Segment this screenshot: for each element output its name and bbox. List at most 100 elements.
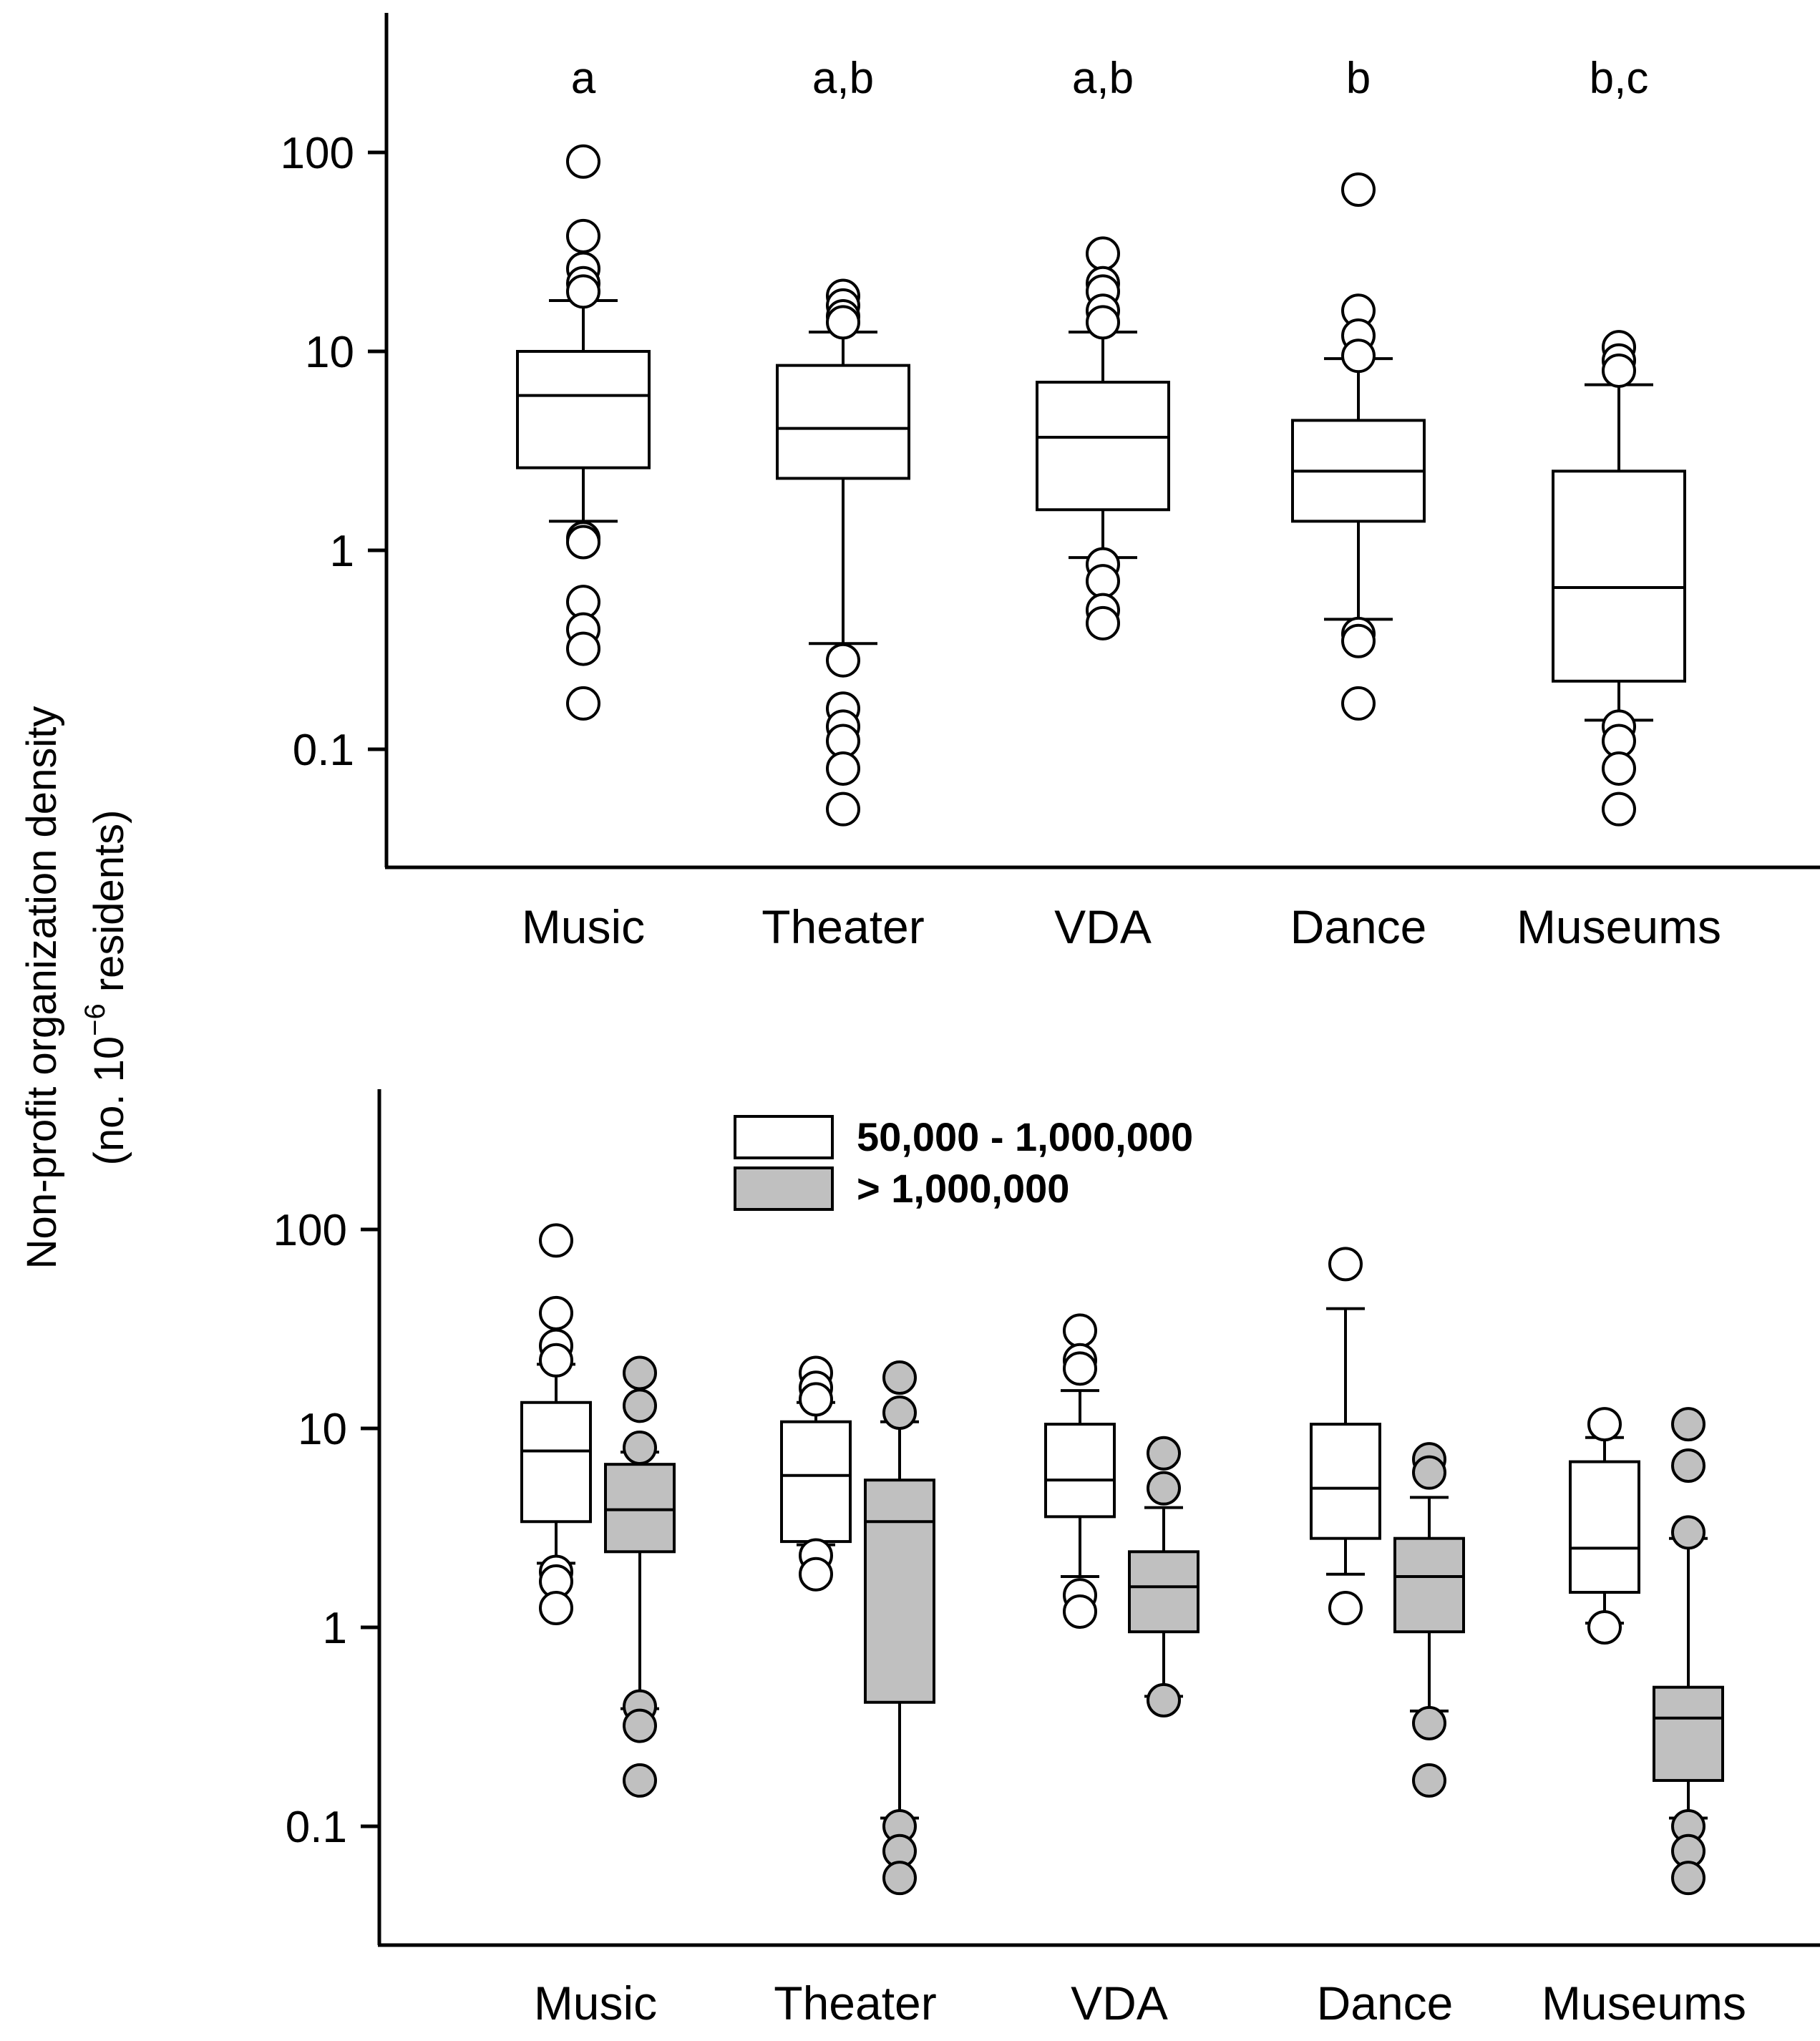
outlier-point	[826, 791, 860, 827]
outlier-point	[566, 631, 600, 666]
box	[1552, 469, 1686, 683]
y-tick-label: 10	[305, 328, 354, 377]
significance-letter: b	[1346, 54, 1371, 103]
outlier-point	[1147, 1436, 1181, 1471]
y-tick-label: 10	[298, 1405, 347, 1454]
outlier-point	[799, 1382, 833, 1417]
y-axis-title-line2: (no. 10−6 residents)	[79, 810, 132, 1166]
significance-letter: a,b	[1072, 54, 1134, 103]
y-tick-label: 0.1	[293, 726, 354, 775]
x-tick-label: Dance	[1290, 900, 1427, 953]
outlier-point	[623, 1763, 657, 1798]
legend: 50,000 - 1,000,000 > 1,000,000	[734, 1114, 1193, 1211]
outlier-point	[566, 274, 600, 309]
x-tick-label: Dance	[1317, 1977, 1454, 2030]
outlier-point	[826, 643, 860, 678]
box	[780, 1420, 852, 1544]
box	[1036, 381, 1170, 512]
x-tick-label: Theater	[774, 1977, 936, 2030]
y-tick-label: 1	[323, 1604, 347, 1653]
outlier-point	[1341, 623, 1376, 658]
box	[1128, 1550, 1199, 1634]
outlier-point	[1587, 1610, 1622, 1645]
legend-label: > 1,000,000	[857, 1166, 1069, 1211]
outlier-point	[1671, 1448, 1705, 1484]
outlier-point	[566, 218, 600, 253]
outlier-point	[882, 1861, 917, 1896]
outlier-point	[566, 686, 600, 721]
x-tick-label: Museums	[1517, 900, 1721, 953]
box	[604, 1463, 676, 1554]
box	[864, 1479, 935, 1704]
x-tick-label: VDA	[1054, 900, 1152, 953]
box	[520, 1401, 592, 1524]
outlier-point	[799, 1557, 833, 1592]
legend-swatch	[734, 1115, 834, 1159]
box	[1310, 1423, 1381, 1540]
outlier-point	[1412, 1763, 1446, 1798]
outlier-point	[1341, 338, 1376, 374]
box	[1653, 1685, 1724, 1782]
outlier-point	[1671, 1515, 1705, 1550]
outlier-point	[1147, 1471, 1181, 1506]
outlier-point	[1671, 1861, 1705, 1896]
significance-letter: b,c	[1590, 54, 1649, 103]
x-tick-label: VDA	[1071, 1977, 1168, 2030]
outlier-point	[1086, 236, 1120, 271]
outlier-point	[1412, 1455, 1446, 1490]
outlier-point	[623, 1430, 657, 1465]
outlier-point	[539, 1295, 573, 1330]
outlier-point	[1602, 791, 1636, 827]
y-axis-title: Non-profit organization density (no. 10−…	[19, 706, 132, 1270]
bottom-panel: 0.1 1 10 100 Music Theater VDA Dance Museums 50,0…	[273, 1089, 1820, 2030]
outlier-point	[1086, 605, 1120, 640]
outlier-point	[1602, 751, 1636, 786]
outlier-point	[539, 1591, 573, 1626]
outlier-point	[623, 1388, 657, 1423]
outlier-point	[1086, 305, 1120, 340]
significance-letter: a,b	[812, 54, 874, 103]
outlier-point	[1328, 1591, 1363, 1626]
y-tick-label: 0.1	[286, 1803, 347, 1852]
x-tick-label: Museums	[1542, 1977, 1746, 2030]
outlier-point	[1147, 1682, 1181, 1718]
outlier-point	[566, 144, 600, 179]
x-tick-label: Music	[534, 1977, 657, 2030]
outlier-point	[882, 1395, 917, 1430]
outlier-point	[1587, 1407, 1622, 1442]
outlier-point	[826, 751, 860, 786]
legend-swatch	[734, 1166, 834, 1211]
outlier-point	[1341, 686, 1376, 721]
outlier-point	[623, 1708, 657, 1743]
outlier-point	[539, 1343, 573, 1378]
y-tick-label: 100	[281, 129, 354, 178]
y-tick-label: 1	[330, 527, 354, 576]
outlier-point	[539, 1223, 573, 1258]
significance-letter: a	[571, 54, 596, 103]
outlier-point	[623, 1355, 657, 1390]
box	[1569, 1460, 1640, 1594]
outlier-point	[1671, 1407, 1705, 1442]
outlier-point	[1412, 1705, 1446, 1740]
box	[516, 350, 651, 469]
outlier-point	[1063, 1594, 1097, 1629]
y-tick-label: 100	[273, 1206, 347, 1255]
outlier-point	[1328, 1247, 1363, 1282]
outlier-point	[1602, 353, 1636, 388]
box	[776, 364, 910, 480]
outlier-point	[1063, 1351, 1097, 1386]
outlier-point	[1341, 172, 1376, 208]
outlier-point	[1086, 564, 1120, 599]
top-panel: 0.1 1 10 100 Music a Theater a,b VDA a,b Dance b Mus…	[281, 13, 1820, 953]
outlier-point	[882, 1360, 917, 1395]
box	[1044, 1423, 1116, 1519]
y-axis-title-line1: Non-profit organization density	[19, 706, 65, 1270]
outlier-point	[566, 525, 600, 560]
outlier-point	[1063, 1313, 1097, 1348]
box	[1393, 1536, 1465, 1634]
legend-label: 50,000 - 1,000,000	[857, 1114, 1193, 1159]
x-tick-label: Theater	[761, 900, 924, 953]
x-tick-label: Music	[522, 900, 645, 953]
outlier-point	[826, 305, 860, 340]
